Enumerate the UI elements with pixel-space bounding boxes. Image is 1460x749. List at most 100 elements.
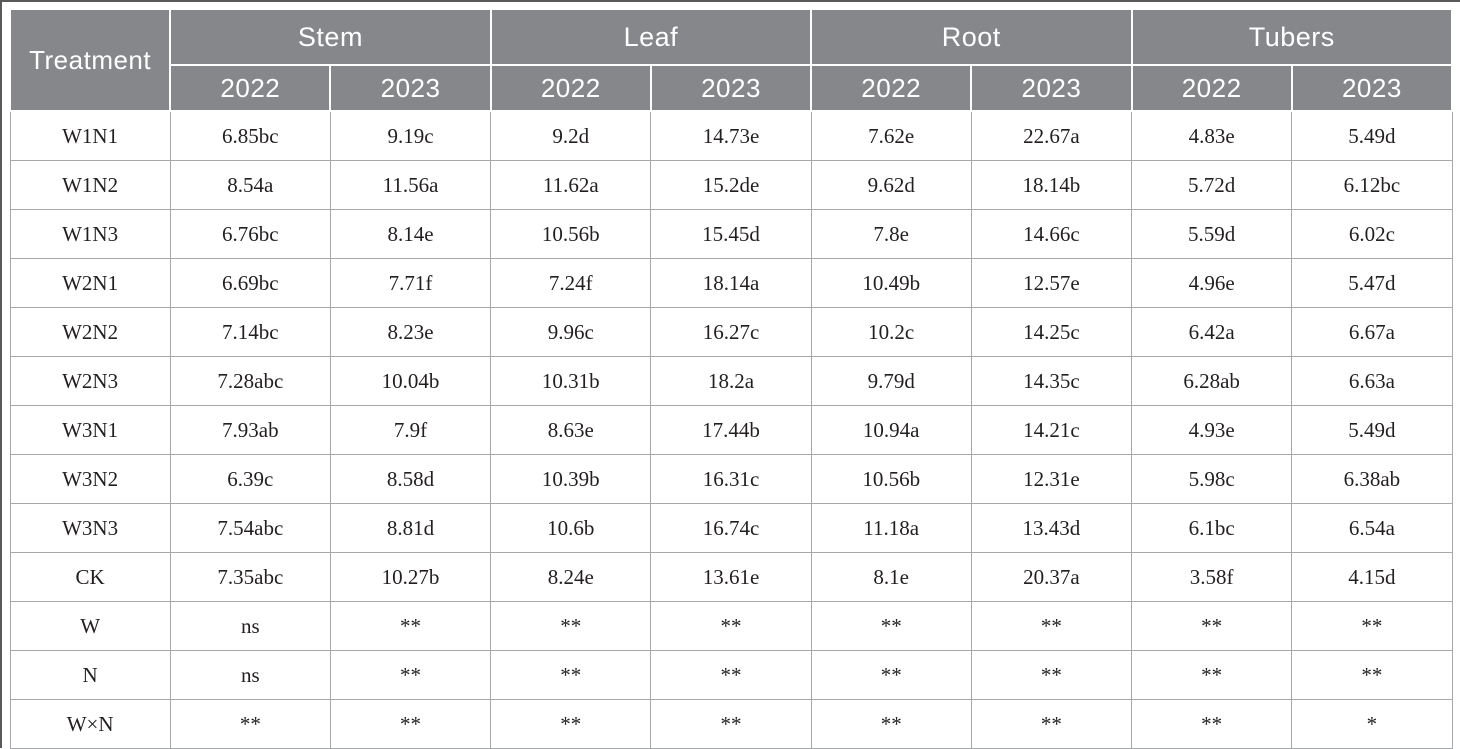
table-cell: 10.27b xyxy=(329,552,492,602)
table-cell: 7.35abc xyxy=(169,552,331,602)
table-cell: 10.31b xyxy=(490,356,652,406)
table-cell: ** xyxy=(810,650,972,700)
table-cell: ns xyxy=(169,601,331,651)
table-cell: 7.62e xyxy=(810,110,972,161)
table-cell: 9.62d xyxy=(810,160,972,210)
table-cell: 10.39b xyxy=(490,454,652,504)
table-row: W2N1 6.69bc 7.71f 7.24f 18.14a 10.49b 12… xyxy=(9,258,1453,308)
table-cell: 6.85bc xyxy=(169,110,331,161)
group-header-tubers: Tubers xyxy=(1130,8,1454,66)
col-header-treatment: Treatment xyxy=(8,8,172,112)
table-cell: 7.28abc xyxy=(169,356,331,406)
table-row: CK 7.35abc 10.27b 8.24e 13.61e 8.1e 20.3… xyxy=(9,552,1453,602)
table-cell: ** xyxy=(1131,650,1293,700)
table-cell: 5.47d xyxy=(1291,258,1453,308)
table-cell: 5.72d xyxy=(1131,160,1293,210)
table-cell: 3.58f xyxy=(1131,552,1293,602)
table-cell: 11.56a xyxy=(329,160,492,210)
year-header-row: 2022 2023 2022 2023 2022 2023 2022 2023 xyxy=(10,64,1454,112)
table-cell: ** xyxy=(490,699,652,749)
row-header-treatment: W2N1 xyxy=(9,258,171,308)
table-cell: 18.14b xyxy=(970,160,1133,210)
table-cell: 17.44b xyxy=(650,405,812,455)
table-cell: ** xyxy=(1131,699,1293,749)
table-cell: 13.61e xyxy=(650,552,812,602)
table-cell: 14.35c xyxy=(970,356,1133,406)
row-header-treatment: W3N2 xyxy=(9,454,171,504)
group-header-root: Root xyxy=(810,8,1133,66)
year-header-leaf-2022: 2022 xyxy=(489,64,652,112)
table-cell: 6.67a xyxy=(1291,307,1453,357)
table-cell: 15.45d xyxy=(650,209,812,259)
table-cell: 8.81d xyxy=(329,503,492,553)
table-cell: ** xyxy=(169,699,331,749)
table-cell: 6.28ab xyxy=(1131,356,1293,406)
table-cell: 8.54a xyxy=(169,160,331,210)
row-header-treatment: W1N1 xyxy=(9,110,171,161)
year-header-tubers-2022: 2022 xyxy=(1130,64,1293,112)
table-cell: ** xyxy=(1291,650,1453,700)
table-cell: 5.59d xyxy=(1131,209,1293,259)
table-cell: 7.71f xyxy=(329,258,492,308)
table-body: W1N1 6.85bc 9.19c 9.2d 14.73e 7.62e 22.6… xyxy=(9,110,1453,749)
year-header-tubers-2023: 2023 xyxy=(1290,64,1454,112)
table-cell: 10.56b xyxy=(490,209,652,259)
table-cell: 10.6b xyxy=(490,503,652,553)
table-cell: 6.54a xyxy=(1291,503,1453,553)
table-cell: 10.94a xyxy=(810,405,972,455)
table-cell: 10.04b xyxy=(329,356,492,406)
table-row: N ns ** ** ** ** ** ** ** xyxy=(9,650,1453,700)
year-header-stem-2023: 2023 xyxy=(329,64,492,112)
table-cell: 9.96c xyxy=(490,307,652,357)
table-cell: 5.49d xyxy=(1291,405,1453,455)
table-cell: ** xyxy=(650,650,812,700)
table-cell: 8.14e xyxy=(329,209,492,259)
table-cell: 8.23e xyxy=(329,307,492,357)
table-cell: 7.54abc xyxy=(169,503,331,553)
table-cell: 6.12bc xyxy=(1291,160,1453,210)
table-row: W2N3 7.28abc 10.04b 10.31b 18.2a 9.79d 1… xyxy=(9,356,1453,406)
table-cell: ** xyxy=(1291,601,1453,651)
table-cell: 14.25c xyxy=(970,307,1133,357)
table-cell: 7.14bc xyxy=(169,307,331,357)
table-cell: 7.93ab xyxy=(169,405,331,455)
table-row: W1N3 6.76bc 8.14e 10.56b 15.45d 7.8e 14.… xyxy=(9,209,1453,259)
table-cell: 4.96e xyxy=(1131,258,1293,308)
table-cell: ** xyxy=(490,601,652,651)
group-header-leaf: Leaf xyxy=(489,8,813,66)
row-header-treatment: W1N2 xyxy=(9,160,171,210)
table-cell: 12.57e xyxy=(970,258,1133,308)
row-header-treatment: W xyxy=(9,601,171,651)
table-cell: 4.15d xyxy=(1291,552,1453,602)
table-cell: 6.63a xyxy=(1291,356,1453,406)
row-header-treatment: W3N1 xyxy=(9,405,171,455)
table-cell: 10.56b xyxy=(810,454,972,504)
table-cell: 16.31c xyxy=(650,454,812,504)
table-cell: 6.42a xyxy=(1131,307,1293,357)
year-header-root-2022: 2022 xyxy=(810,64,973,112)
table-cell: * xyxy=(1291,699,1453,749)
table-header: Treatment Stem Leaf Root Tubers 2022 202… xyxy=(8,8,1454,112)
table-cell: 11.18a xyxy=(810,503,972,553)
table-cell: 9.79d xyxy=(810,356,972,406)
table-cell: 18.14a xyxy=(650,258,812,308)
table-cell: ns xyxy=(169,650,331,700)
table-cell: 5.49d xyxy=(1291,110,1453,161)
table-cell: 16.27c xyxy=(650,307,812,357)
table-row: W3N1 7.93ab 7.9f 8.63e 17.44b 10.94a 14.… xyxy=(9,405,1453,455)
table-cell: 8.63e xyxy=(490,405,652,455)
row-header-treatment: W3N3 xyxy=(9,503,171,553)
anova-results-table: Treatment Stem Leaf Root Tubers 2022 202… xyxy=(8,8,1454,749)
table-cell: 4.83e xyxy=(1131,110,1293,161)
year-header-root-2023: 2023 xyxy=(970,64,1133,112)
table-row: W1N2 8.54a 11.56a 11.62a 15.2de 9.62d 18… xyxy=(9,160,1453,210)
table-cell: ** xyxy=(810,699,972,749)
table-cell: 14.73e xyxy=(650,110,812,161)
row-header-treatment: W2N3 xyxy=(9,356,171,406)
table-cell: 7.8e xyxy=(810,209,972,259)
table-cell: 9.2d xyxy=(490,110,652,161)
table-cell: 7.24f xyxy=(490,258,652,308)
row-header-treatment: W1N3 xyxy=(9,209,171,259)
table-cell: 8.1e xyxy=(810,552,972,602)
